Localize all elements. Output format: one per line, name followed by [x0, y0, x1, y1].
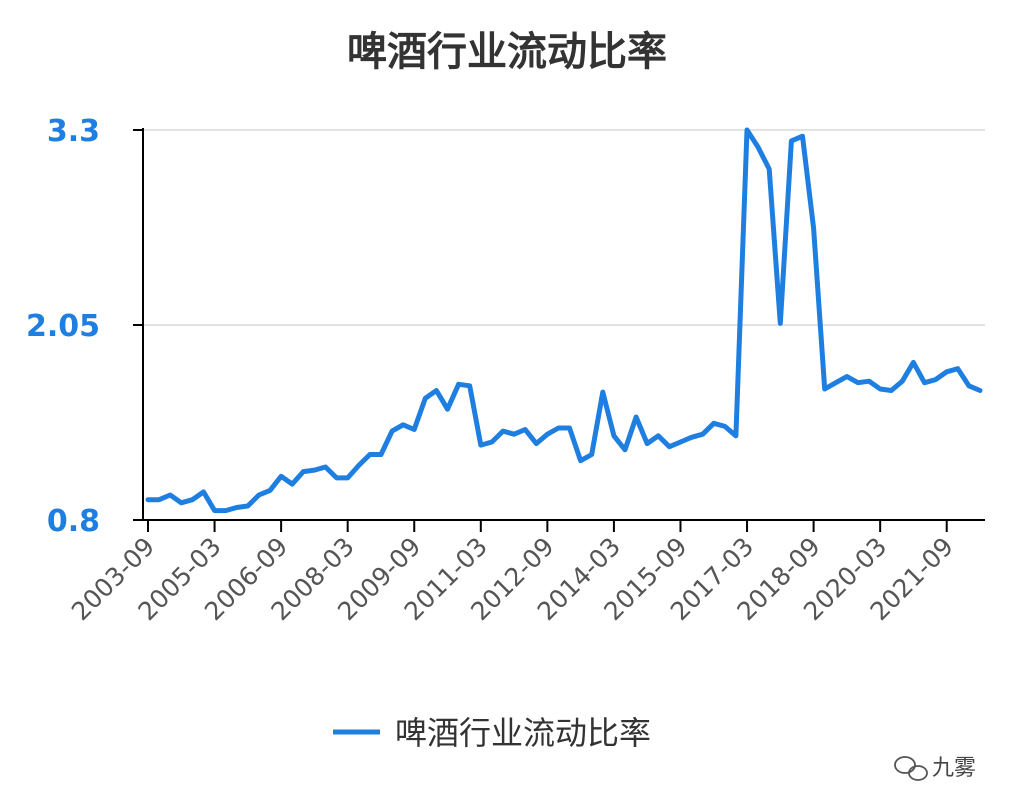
legend: 啤酒行业流动比率 — [333, 714, 651, 752]
series-line — [145, 127, 983, 514]
watermark: 九雾 — [894, 756, 976, 781]
y-tick-label: 3.3 — [47, 114, 100, 149]
watermark-text: 九雾 — [932, 756, 976, 781]
y-axis-ticks: 0.8 2.05 3.3 — [26, 114, 143, 539]
grid-lines — [143, 129, 985, 326]
wechat-icon — [894, 756, 928, 781]
chart-title: 啤酒行业流动比率 — [347, 29, 667, 75]
x-axis-ticks: 2003-092005-032006-092008-032009-092011-… — [66, 520, 959, 626]
legend-label: 啤酒行业流动比率 — [395, 714, 651, 752]
y-tick-label: 0.8 — [47, 504, 100, 539]
y-tick-label: 2.05 — [26, 309, 100, 344]
